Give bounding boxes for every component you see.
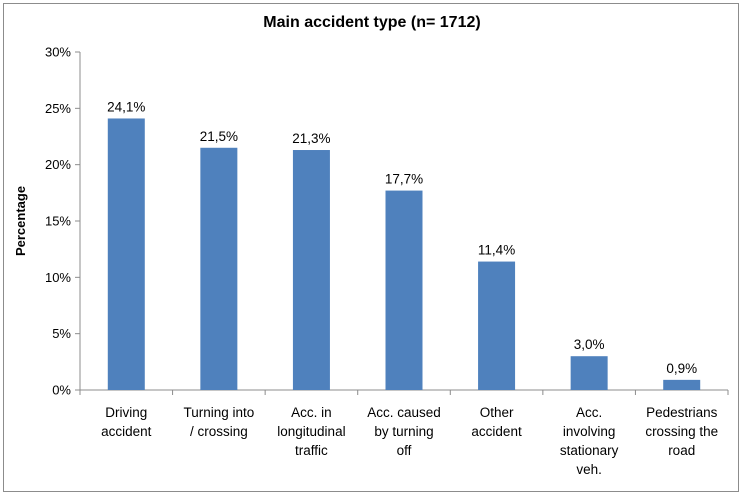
bar: [292, 150, 330, 390]
data-label: 24,1%: [107, 99, 145, 114]
bar: [478, 261, 516, 390]
data-label: 21,5%: [200, 129, 238, 144]
data-label: 11,4%: [478, 243, 515, 258]
category-label: Driving accident: [101, 405, 152, 439]
axes: 0% 5% 10% 15% 20% 25% 30% Driving accident Turnin…: [45, 45, 729, 477]
y-tick-label: 5%: [52, 326, 71, 341]
bar: [570, 356, 608, 390]
data-label: 0,9%: [666, 361, 697, 376]
data-label: 17,7%: [385, 172, 423, 187]
bar: [385, 190, 423, 390]
chart-title: Main accident type (n= 1712): [263, 14, 480, 31]
y-axis-label: Percentage: [13, 186, 28, 256]
category-label: Other accident: [471, 405, 522, 439]
data-label: 21,3%: [292, 131, 330, 146]
y-tick-label: 30%: [45, 45, 71, 60]
data-label: 3,0%: [574, 337, 605, 352]
category-label: Acc. in longitudinal traffic: [277, 405, 345, 458]
y-tick-label: 10%: [45, 270, 71, 285]
y-tick-label: 25%: [45, 101, 71, 116]
bar: [200, 147, 238, 390]
bar: [107, 118, 145, 391]
y-tick-label: 20%: [45, 157, 71, 172]
category-label: Acc. involving stationary veh.: [560, 405, 619, 477]
bar: [663, 379, 701, 390]
category-label: Pedestrians crossing the road: [645, 405, 718, 458]
category-label: Acc. caused by turning off: [367, 405, 441, 458]
y-tick-label: 0%: [52, 383, 71, 398]
bars: 24,1% 21,5% 21,3% 17,7% 11,4% 3,0% 0,9%: [107, 99, 701, 391]
category-label: Turning into / crossing: [183, 405, 254, 439]
y-tick-label: 15%: [45, 214, 71, 229]
